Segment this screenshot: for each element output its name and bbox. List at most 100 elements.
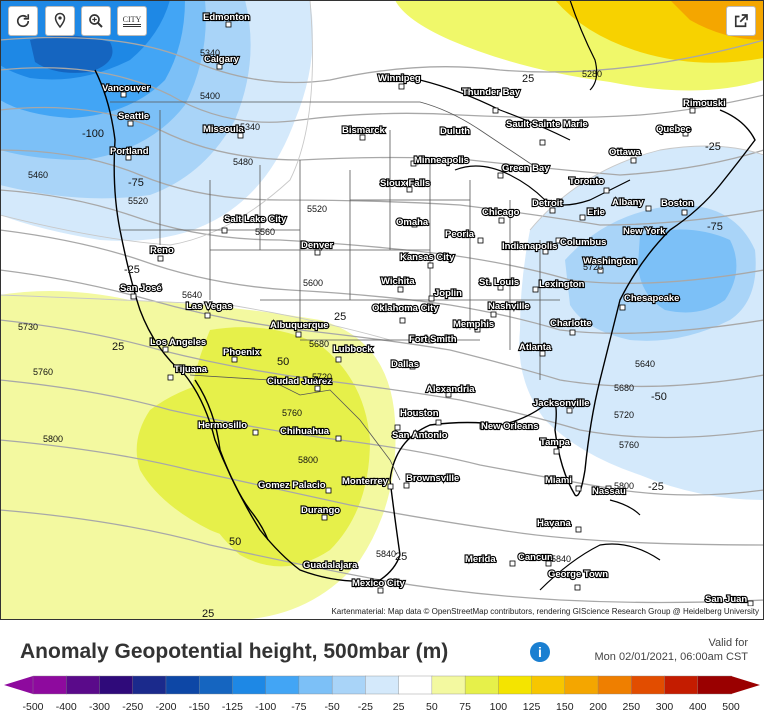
svg-text:5640: 5640: [182, 290, 202, 300]
svg-text:5460: 5460: [28, 170, 48, 180]
city-label: Hermosillo: [198, 420, 247, 431]
svg-text:5280: 5280: [582, 69, 602, 79]
city-label: Kansas City: [400, 252, 455, 263]
city-label: Jacksonville: [533, 398, 590, 409]
svg-text:-50: -50: [651, 391, 667, 403]
zoom-button[interactable]: [81, 6, 111, 36]
legend-swatch: [198, 675, 234, 695]
city-label: Chicago: [482, 207, 520, 218]
legend-tick-label: 250: [623, 701, 641, 713]
legend-swatch: [431, 675, 466, 695]
legend-arrow-low: [4, 676, 33, 694]
legend-tick-label: 75: [459, 701, 471, 713]
city-label: Los Angeles: [150, 337, 206, 348]
legend-tick-label: -200: [155, 701, 176, 713]
legend-tick-label: -500: [22, 701, 43, 713]
city-label: Monterrey: [342, 476, 389, 487]
legend-tick-label: -250: [122, 701, 143, 713]
map-canvas: Edmonton Calgary Vancouver Seattle Misso…: [0, 0, 764, 620]
info-icon: i: [538, 644, 542, 660]
svg-text:5520: 5520: [128, 196, 148, 206]
city-label: Oklahoma City: [372, 303, 439, 314]
svg-text:5730: 5730: [18, 322, 38, 332]
city-label: Havana: [537, 518, 572, 529]
city-label: Tijuana: [174, 364, 208, 375]
legend-swatch: [498, 675, 533, 695]
city-label: Denver: [301, 240, 334, 251]
legend-swatch: [232, 675, 267, 695]
city-label: Reno: [150, 245, 174, 256]
city-label: San Antonio: [392, 430, 448, 441]
legend-tick-label: -400: [56, 701, 77, 713]
city-label: Quebec: [656, 124, 691, 135]
city-label: Lexington: [539, 279, 585, 290]
svg-text:5800: 5800: [298, 455, 318, 465]
map-attribution: Kartenmaterial: Map data © OpenStreetMap…: [328, 606, 762, 617]
svg-text:5640: 5640: [635, 359, 655, 369]
valid-timestamp: Mon 02/01/2021, 06:00am CST: [594, 651, 748, 663]
city-label: Tampa: [540, 437, 571, 448]
legend-swatch: [564, 675, 599, 695]
svg-text:50: 50: [229, 536, 241, 548]
refresh-button[interactable]: [8, 6, 38, 36]
city-label: Columbus: [560, 237, 606, 248]
city-label: Toronto: [569, 176, 604, 187]
city-label: Missoula: [203, 124, 244, 135]
city-label: Houston: [400, 408, 439, 419]
city-label: San José: [120, 283, 162, 294]
svg-text:-75: -75: [128, 177, 144, 189]
info-button[interactable]: i: [530, 642, 550, 662]
city-label: Miami: [545, 475, 572, 486]
city-label: Albuquerque: [270, 320, 329, 331]
valid-time: Valid for Mon 02/01/2021, 06:00am CST: [595, 636, 748, 664]
anomaly-contours: [0, 0, 764, 341]
city-label: Wichita: [381, 276, 415, 287]
weather-map[interactable]: Edmonton Calgary Vancouver Seattle Misso…: [0, 0, 764, 620]
legend-scale: -500 -400 -300 -250 -200 -150 -125 -100 -75 -50 -2…: [4, 675, 760, 713]
svg-text:5800: 5800: [43, 434, 63, 444]
city-label: Indianapolis: [502, 241, 557, 252]
anomaly-value-labels: -100 -75 -25 25 25 50 50 25 -25 -75 -50 …: [82, 73, 723, 620]
legend-swatch: [631, 675, 666, 695]
svg-text:5340: 5340: [240, 122, 260, 132]
city-label: Calgary: [204, 54, 240, 65]
legend-tick-label: 200: [589, 701, 607, 713]
city-label: Ottawa: [609, 147, 641, 158]
city-label: Peoria: [445, 229, 475, 240]
legend-tick-label: 400: [689, 701, 707, 713]
svg-text:5680: 5680: [614, 383, 634, 393]
city-label: Boston: [661, 198, 694, 209]
city-label: Thunder Bay: [462, 87, 521, 98]
city-label: Alexandria: [426, 384, 475, 395]
location-pin-button[interactable]: [45, 6, 75, 36]
legend-swatch: [464, 675, 500, 695]
city-label: Joplin: [434, 288, 462, 299]
legend-swatch: [132, 675, 167, 695]
city-label: Atlanta: [519, 342, 552, 353]
legend-tick-label: 50: [426, 701, 438, 713]
svg-text:5520: 5520: [307, 204, 327, 214]
legend-tick-label: 150: [556, 701, 574, 713]
svg-text:5840: 5840: [551, 554, 571, 564]
city-label: Edmonton: [203, 12, 250, 23]
city-label: Washington: [583, 256, 637, 267]
legend-swatch: [597, 675, 632, 695]
city-label: St. Louis: [479, 277, 519, 288]
svg-text:-25: -25: [648, 481, 664, 493]
svg-text:5560: 5560: [255, 227, 275, 237]
city-label: New York: [623, 226, 666, 237]
city-label: Merida: [465, 554, 496, 565]
city-label: Ciudad Juárez: [267, 376, 332, 387]
city-toggle-button[interactable]: CITY: [117, 6, 147, 36]
legend-swatch: [165, 675, 200, 695]
city-label: Gomez Palacio: [258, 480, 326, 491]
share-button[interactable]: [726, 6, 756, 36]
legend-tick-label: -300: [89, 701, 110, 713]
city-labels: Edmonton Calgary Vancouver Seattle Misso…: [101, 11, 754, 607]
legend-swatch: [664, 675, 699, 695]
city-label: Cancun: [518, 552, 553, 563]
city-label: Mexico City: [352, 578, 406, 589]
city-label: Guadalajara: [303, 560, 358, 571]
city-label: Sault Sainte Marie: [506, 119, 588, 130]
svg-text:5600: 5600: [303, 278, 323, 288]
